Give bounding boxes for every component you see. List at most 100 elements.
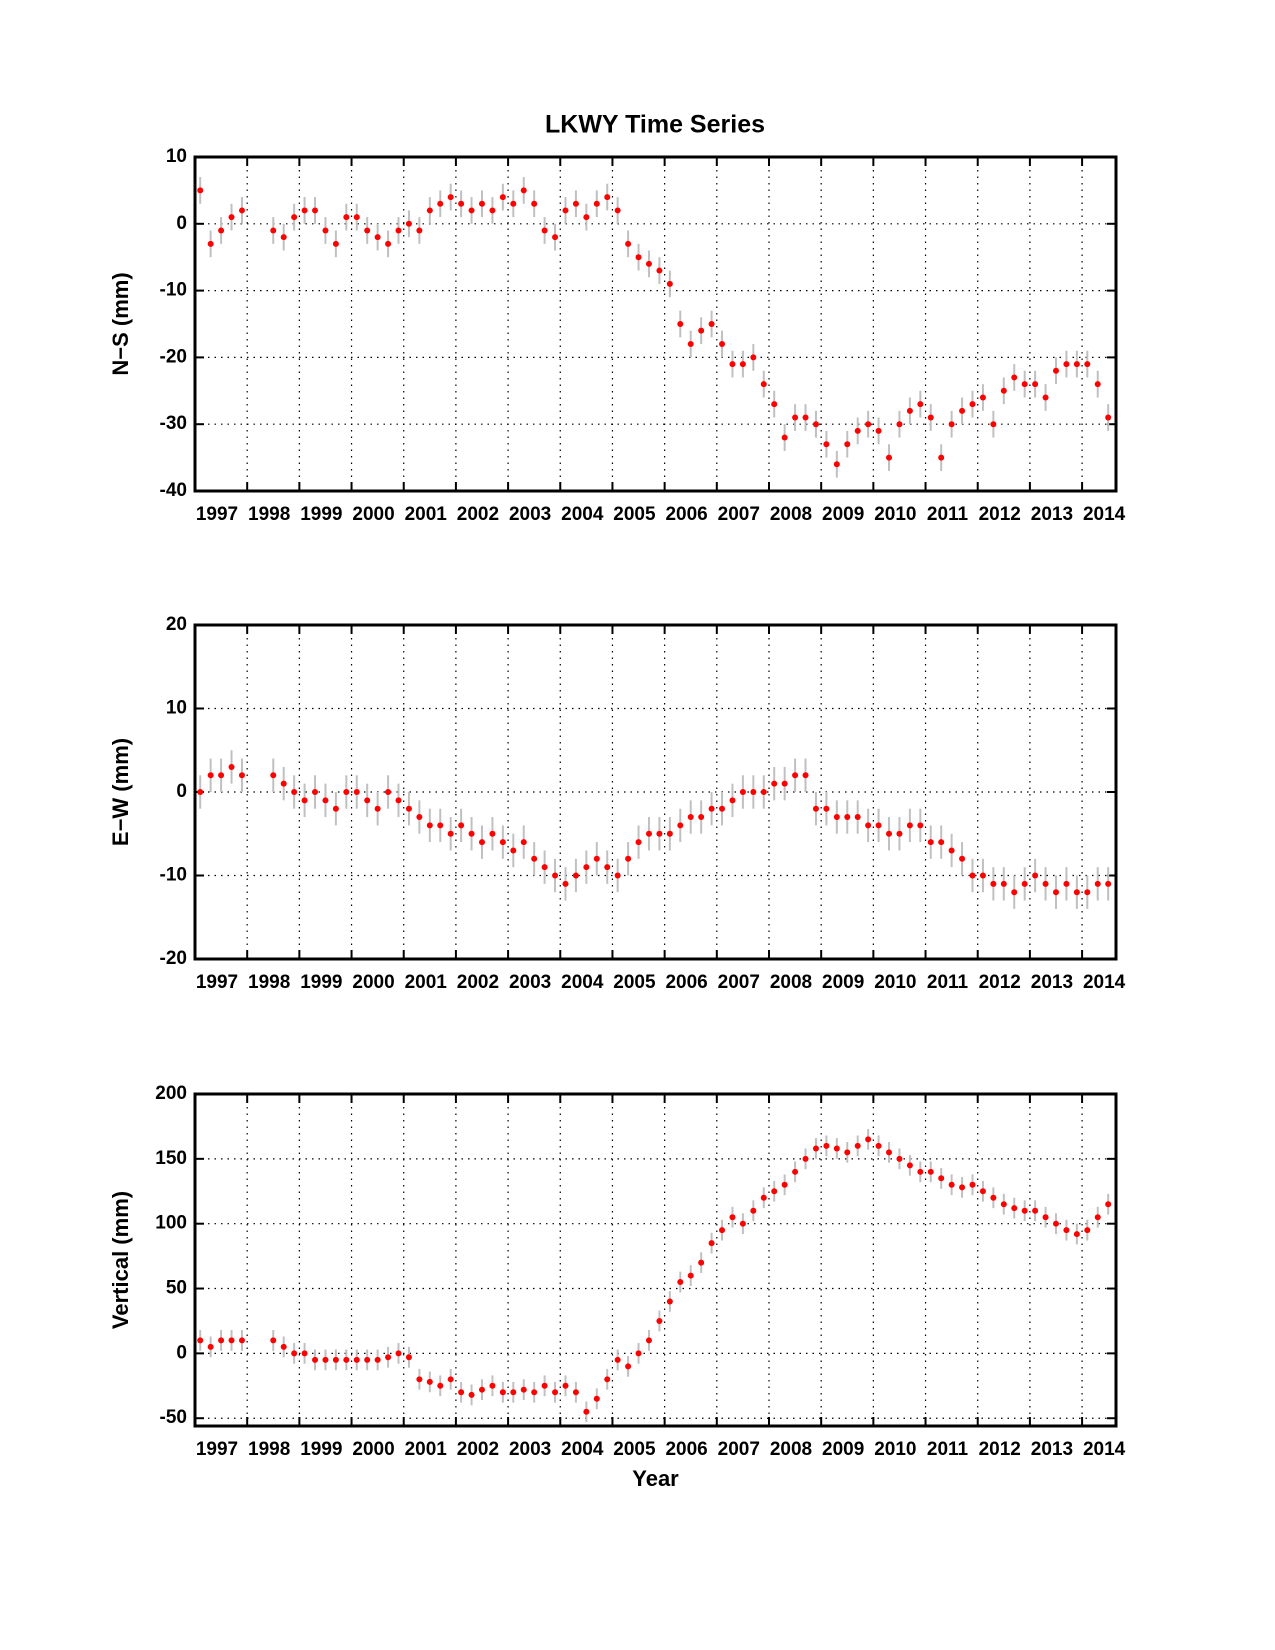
data-point [969,872,976,879]
data-point [677,1279,684,1286]
data-point [1021,1207,1028,1214]
data-point [458,200,465,207]
data-point [708,1240,715,1247]
data-point [207,772,214,779]
data-point [353,789,360,795]
data-point [426,822,433,829]
data-point [270,772,277,779]
data-point [1073,889,1080,896]
data-point [301,797,308,804]
data-point [1000,880,1007,887]
data-point [906,1162,913,1169]
data-point [468,830,475,837]
data-point [666,830,673,837]
data-point [698,1259,705,1266]
data-point [666,1298,673,1305]
data-point [1000,387,1007,394]
data-point [562,1382,569,1389]
x-tick-label: 2001 [405,972,448,993]
data-point [938,454,945,461]
data-point [520,1386,527,1393]
y-tick-label: -20 [160,948,187,969]
data-point [698,814,705,821]
data-point [959,855,966,862]
data-point [656,830,663,837]
data-point [656,1317,663,1324]
data-point [1011,1205,1018,1212]
x-tick-label: 2013 [1031,972,1073,993]
data-point [614,207,621,214]
data-point [332,240,339,247]
data-point [593,855,600,862]
data-point [1105,1201,1112,1208]
x-tick-label: 1999 [300,972,342,993]
y-axis-label: N−S (mm) [108,272,133,375]
data-point [886,454,893,461]
data-point [218,227,225,234]
data-point [405,1354,412,1361]
data-point [228,214,235,221]
data-point [604,1376,611,1383]
x-tick-label: 2012 [979,504,1021,525]
data-point [781,434,788,441]
data-point [510,1389,517,1396]
data-point [332,805,339,812]
data-point [343,214,350,221]
data-point [291,1350,298,1357]
data-point [938,839,945,846]
data-point [781,1181,788,1188]
data-point [896,1155,903,1162]
data-point [927,1168,934,1175]
x-tick-label: 1998 [248,972,290,993]
data-point [812,1145,819,1152]
x-tick-label: 2010 [874,972,916,993]
data-point [1084,1227,1091,1234]
data-point [510,200,517,207]
x-tick-label: 2014 [1083,972,1126,993]
data-point [1052,367,1059,374]
data-point [312,789,319,795]
data-point [395,797,402,804]
data-point [426,207,433,214]
data-point [823,1142,830,1149]
x-tick-label: 2007 [718,1439,760,1460]
data-point [531,855,538,862]
data-point [395,1350,402,1357]
data-point [562,880,569,887]
x-tick-label: 2014 [1083,504,1126,525]
data-point [917,822,924,829]
data-point [990,421,997,428]
data-point [322,227,329,234]
data-point [301,207,308,214]
y-tick-label: 150 [155,1148,187,1169]
data-point [604,194,611,201]
data-point [291,789,298,795]
data-point [1094,1214,1101,1221]
data-point [625,1363,632,1370]
x-tick-label: 2011 [927,1439,969,1460]
data-point [959,1184,966,1191]
data-point [416,814,423,821]
data-point [385,240,392,247]
axes-frame [193,1092,1118,1428]
data-point [1073,1231,1080,1238]
data-point [917,1168,924,1175]
x-tick-label: 2003 [509,504,551,525]
x-tick-label: 2008 [770,972,812,993]
data-point [1084,361,1091,368]
data-point [531,200,538,207]
data-point [771,401,778,408]
data-point [635,1350,642,1357]
data-point [792,414,799,421]
plot-area [197,177,1112,478]
data-point [625,855,632,862]
data-point [833,1145,840,1152]
data-point [677,822,684,829]
data-point [280,780,287,787]
data-point [447,1376,454,1383]
data-point [1032,1207,1039,1214]
y-tick-label: -50 [160,1407,187,1428]
data-point [1000,1201,1007,1208]
axes-frame [193,623,1118,961]
